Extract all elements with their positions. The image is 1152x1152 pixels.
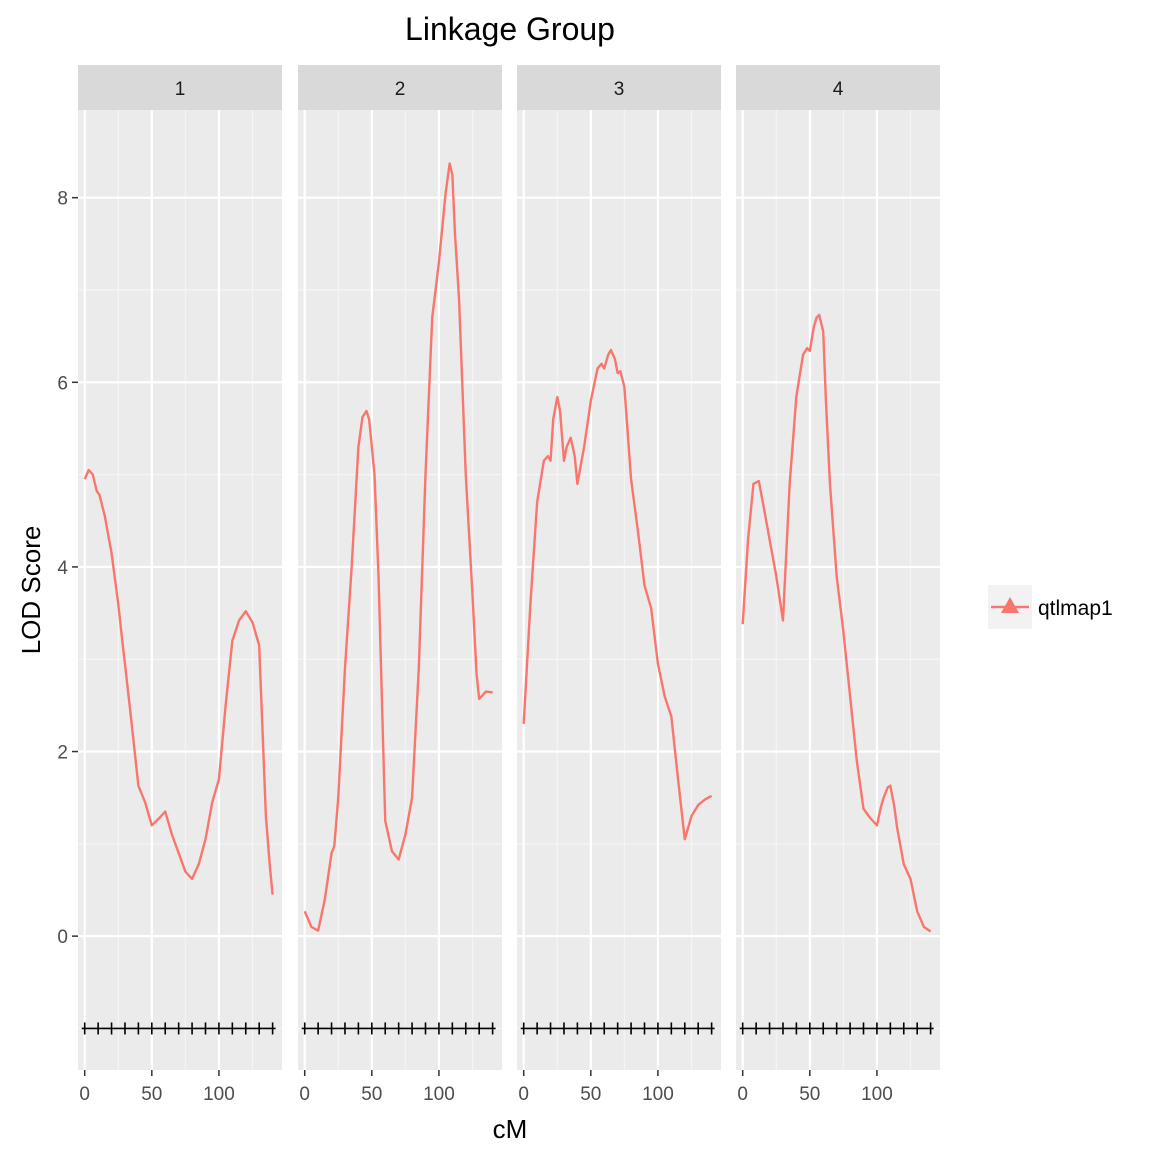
series-line-qtlmap1 (303, 162, 493, 932)
x-tick-label: 50 (580, 1084, 601, 1105)
legend-key-triangle-icon (1001, 597, 1019, 613)
x-tick-label: 50 (141, 1084, 162, 1105)
facet-strip (298, 65, 502, 110)
facet-panel-1: 1 0 50 100 (78, 65, 282, 1105)
x-tick-label: 0 (737, 1084, 748, 1105)
series-line-qtlmap1 (741, 313, 932, 933)
x-tick-label: 0 (299, 1084, 310, 1105)
legend-label: qtlmap1 (1038, 597, 1113, 620)
y-axis: 0 2 4 6 8 (57, 189, 78, 948)
facet-strip (736, 65, 940, 110)
x-axis-title: cM (493, 1114, 528, 1144)
panel-background (517, 110, 721, 1070)
x-tick-label: 0 (79, 1084, 90, 1105)
x-tick-label: 0 (518, 1084, 529, 1105)
series-line-qtlmap1 (522, 348, 713, 841)
x-tick-label: 100 (642, 1084, 674, 1105)
x-tick-label: 100 (203, 1084, 235, 1105)
y-tick-label: 4 (57, 558, 68, 579)
facet-strip-label: 2 (395, 79, 406, 100)
facet-panel-4: 4 0 50 100 (736, 65, 940, 1105)
facet-panel-3: 3 0 50 100 (517, 65, 721, 1105)
facet-strip-label: 3 (614, 79, 625, 100)
y-tick-label: 2 (57, 743, 68, 764)
y-axis-title: LOD Score (16, 526, 46, 655)
panel-background (298, 110, 502, 1070)
facet-strip-label: 4 (833, 79, 844, 100)
y-tick-label: 8 (57, 189, 68, 210)
chart-title: Linkage Group (405, 11, 615, 47)
facet-strip (78, 65, 282, 110)
x-tick-label: 100 (423, 1084, 455, 1105)
facet-panel-2: 2 0 50 100 (298, 65, 502, 1105)
panel-background (78, 110, 282, 1070)
legend: qtlmap1 (988, 585, 1113, 629)
facet-strip-label: 1 (175, 79, 186, 100)
y-tick-label: 0 (57, 927, 68, 948)
facet-strip (517, 65, 721, 110)
x-tick-label: 100 (861, 1084, 893, 1105)
facet-panels: 1 0 50 100 2 0 50 100 3 0 50 100 4 0 50 100 (78, 65, 940, 1105)
series-line-qtlmap1 (83, 468, 274, 895)
x-tick-label: 50 (361, 1084, 382, 1105)
y-tick-label: 6 (57, 373, 68, 394)
x-tick-label: 50 (799, 1084, 820, 1105)
